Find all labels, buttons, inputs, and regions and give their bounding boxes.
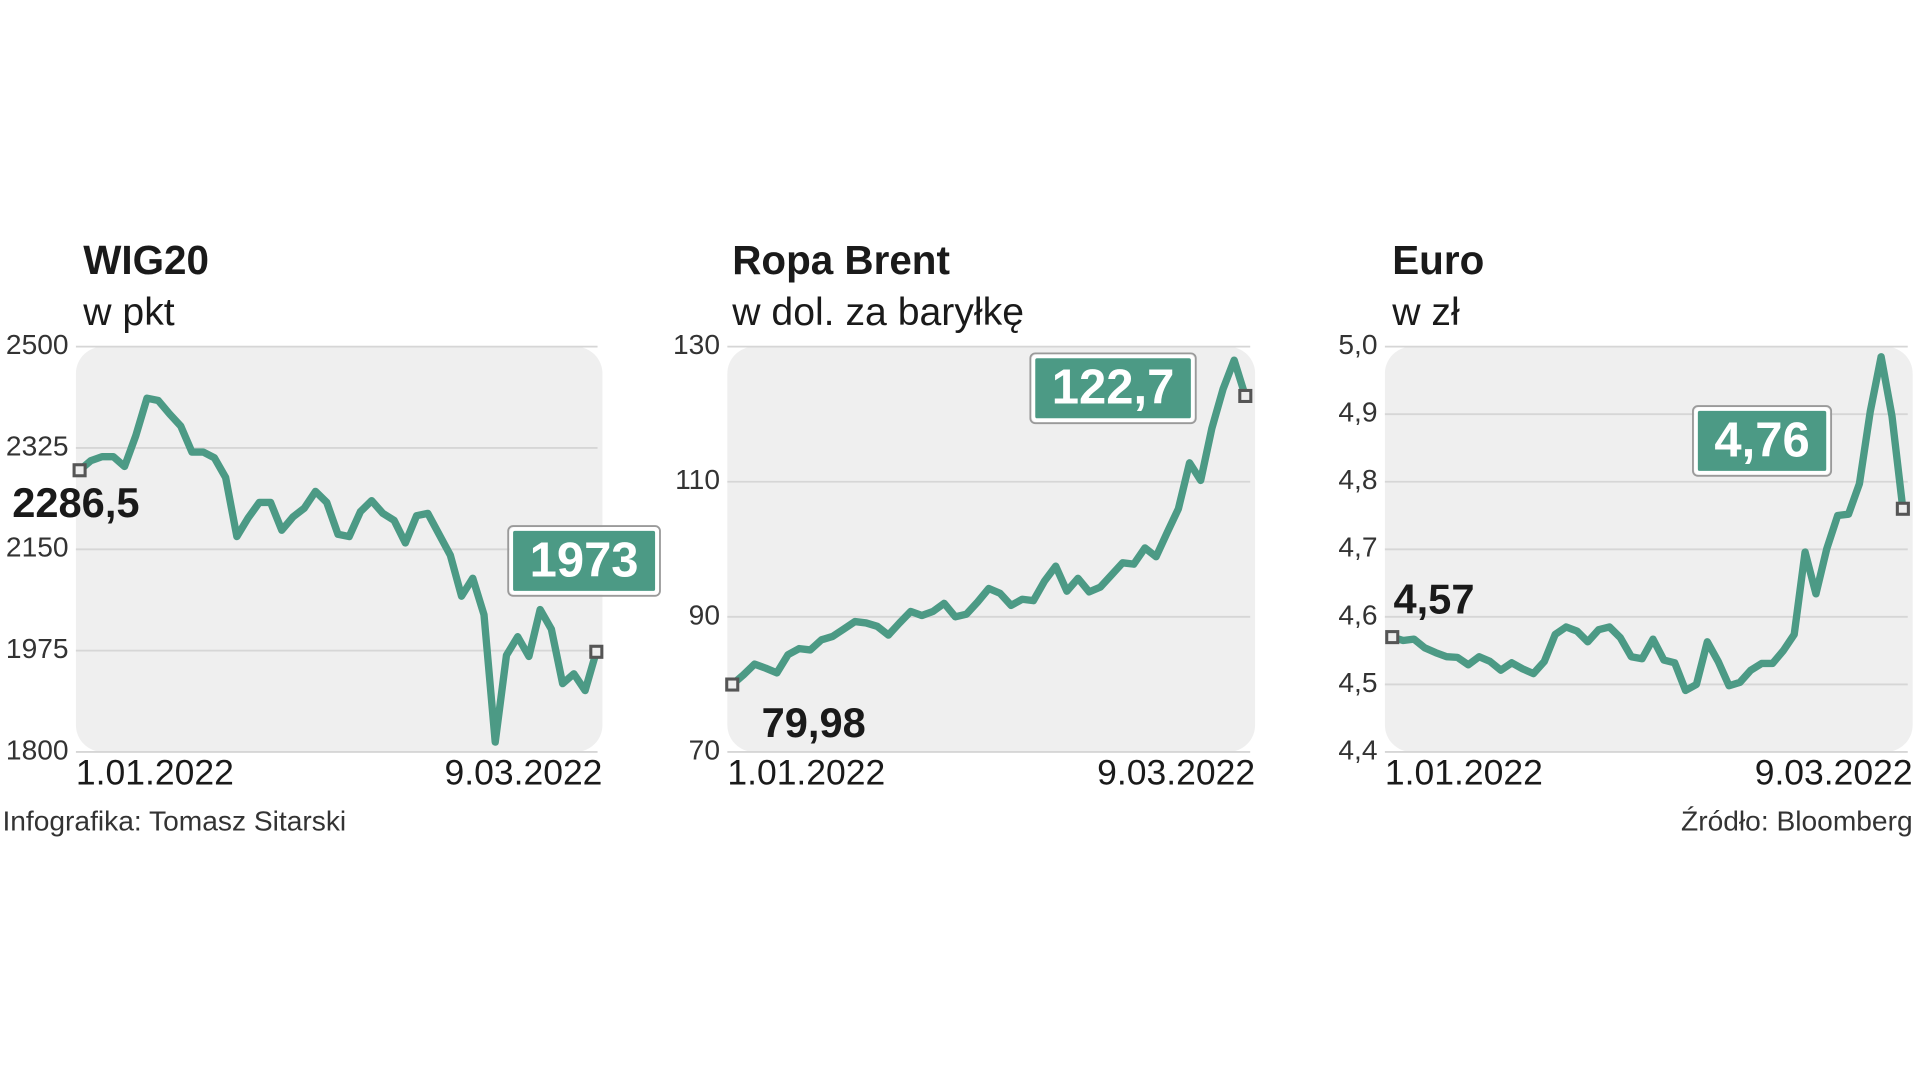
x-tick-label: 9.03.2022 [1755,753,1913,793]
y-tick-label: 1975 [6,633,69,664]
plot-area [727,346,1256,752]
y-tick-label: 4,4 [1338,734,1377,765]
y-tick-label: 2150 [6,532,69,563]
end-value-label: 4,76 [1714,413,1809,467]
y-tick-label: 4,8 [1338,464,1377,495]
badge-outline [1029,352,1197,425]
start-value-label: 79,98 [762,699,866,746]
point-marker [72,463,87,478]
badge-outline [507,525,661,597]
end-value-badge: 4,76 [1692,405,1833,477]
x-tick-label: 1.01.2022 [727,753,885,793]
credit: Infografika: Tomasz Sitarski [2,805,346,836]
end-value-badge: 1973 [507,525,661,597]
point-marker [1385,630,1400,645]
point-marker [725,677,740,692]
end-value-badge: 122,7 [1029,352,1197,425]
y-tick-label: 2325 [6,430,69,461]
data-line [728,356,1249,689]
chart-subtitle: w zł [1391,291,1460,334]
chart-subtitle: w dol. za baryłkę [731,291,1024,334]
chart-title: Euro [1392,237,1484,283]
data-line [1388,353,1907,695]
y-tick-label: 4,6 [1338,599,1377,630]
start-value-label: 2286,5 [12,479,139,526]
chart-subtitle: w pkt [82,291,175,334]
start-value-label: 4,57 [1393,576,1474,623]
y-tick-label: 70 [689,734,720,765]
x-tick-label: 9.03.2022 [1097,753,1255,793]
y-tick-label: 130 [673,329,720,360]
x-tick-label: 9.03.2022 [445,753,603,793]
source: Źródło: Bloomberg [1681,805,1913,836]
x-tick-label: 1.01.2022 [1385,753,1543,793]
point-marker [589,644,604,659]
y-tick-label: 110 [675,464,720,495]
end-value-label: 122,7 [1052,361,1175,415]
y-tick-label: 1800 [6,734,69,765]
badge-box [1031,354,1195,422]
y-tick-label: 5,0 [1338,329,1377,360]
y-tick-label: 4,9 [1338,397,1377,428]
point-marker [1238,388,1253,403]
badge-outline [1692,405,1833,477]
x-tick-label: 1.01.2022 [76,753,234,793]
data-line [75,394,600,746]
chart-title: Ropa Brent [732,237,950,283]
point-marker [1895,501,1910,516]
y-tick-label: 4,5 [1338,667,1377,698]
chart-title: WIG20 [83,237,209,283]
y-tick-label: 2500 [6,329,69,360]
badge-box [509,527,659,595]
badge-box [1694,407,1830,475]
y-tick-label: 90 [689,599,720,630]
y-tick-label: 4,7 [1338,532,1377,563]
end-value-label: 1973 [530,533,639,587]
